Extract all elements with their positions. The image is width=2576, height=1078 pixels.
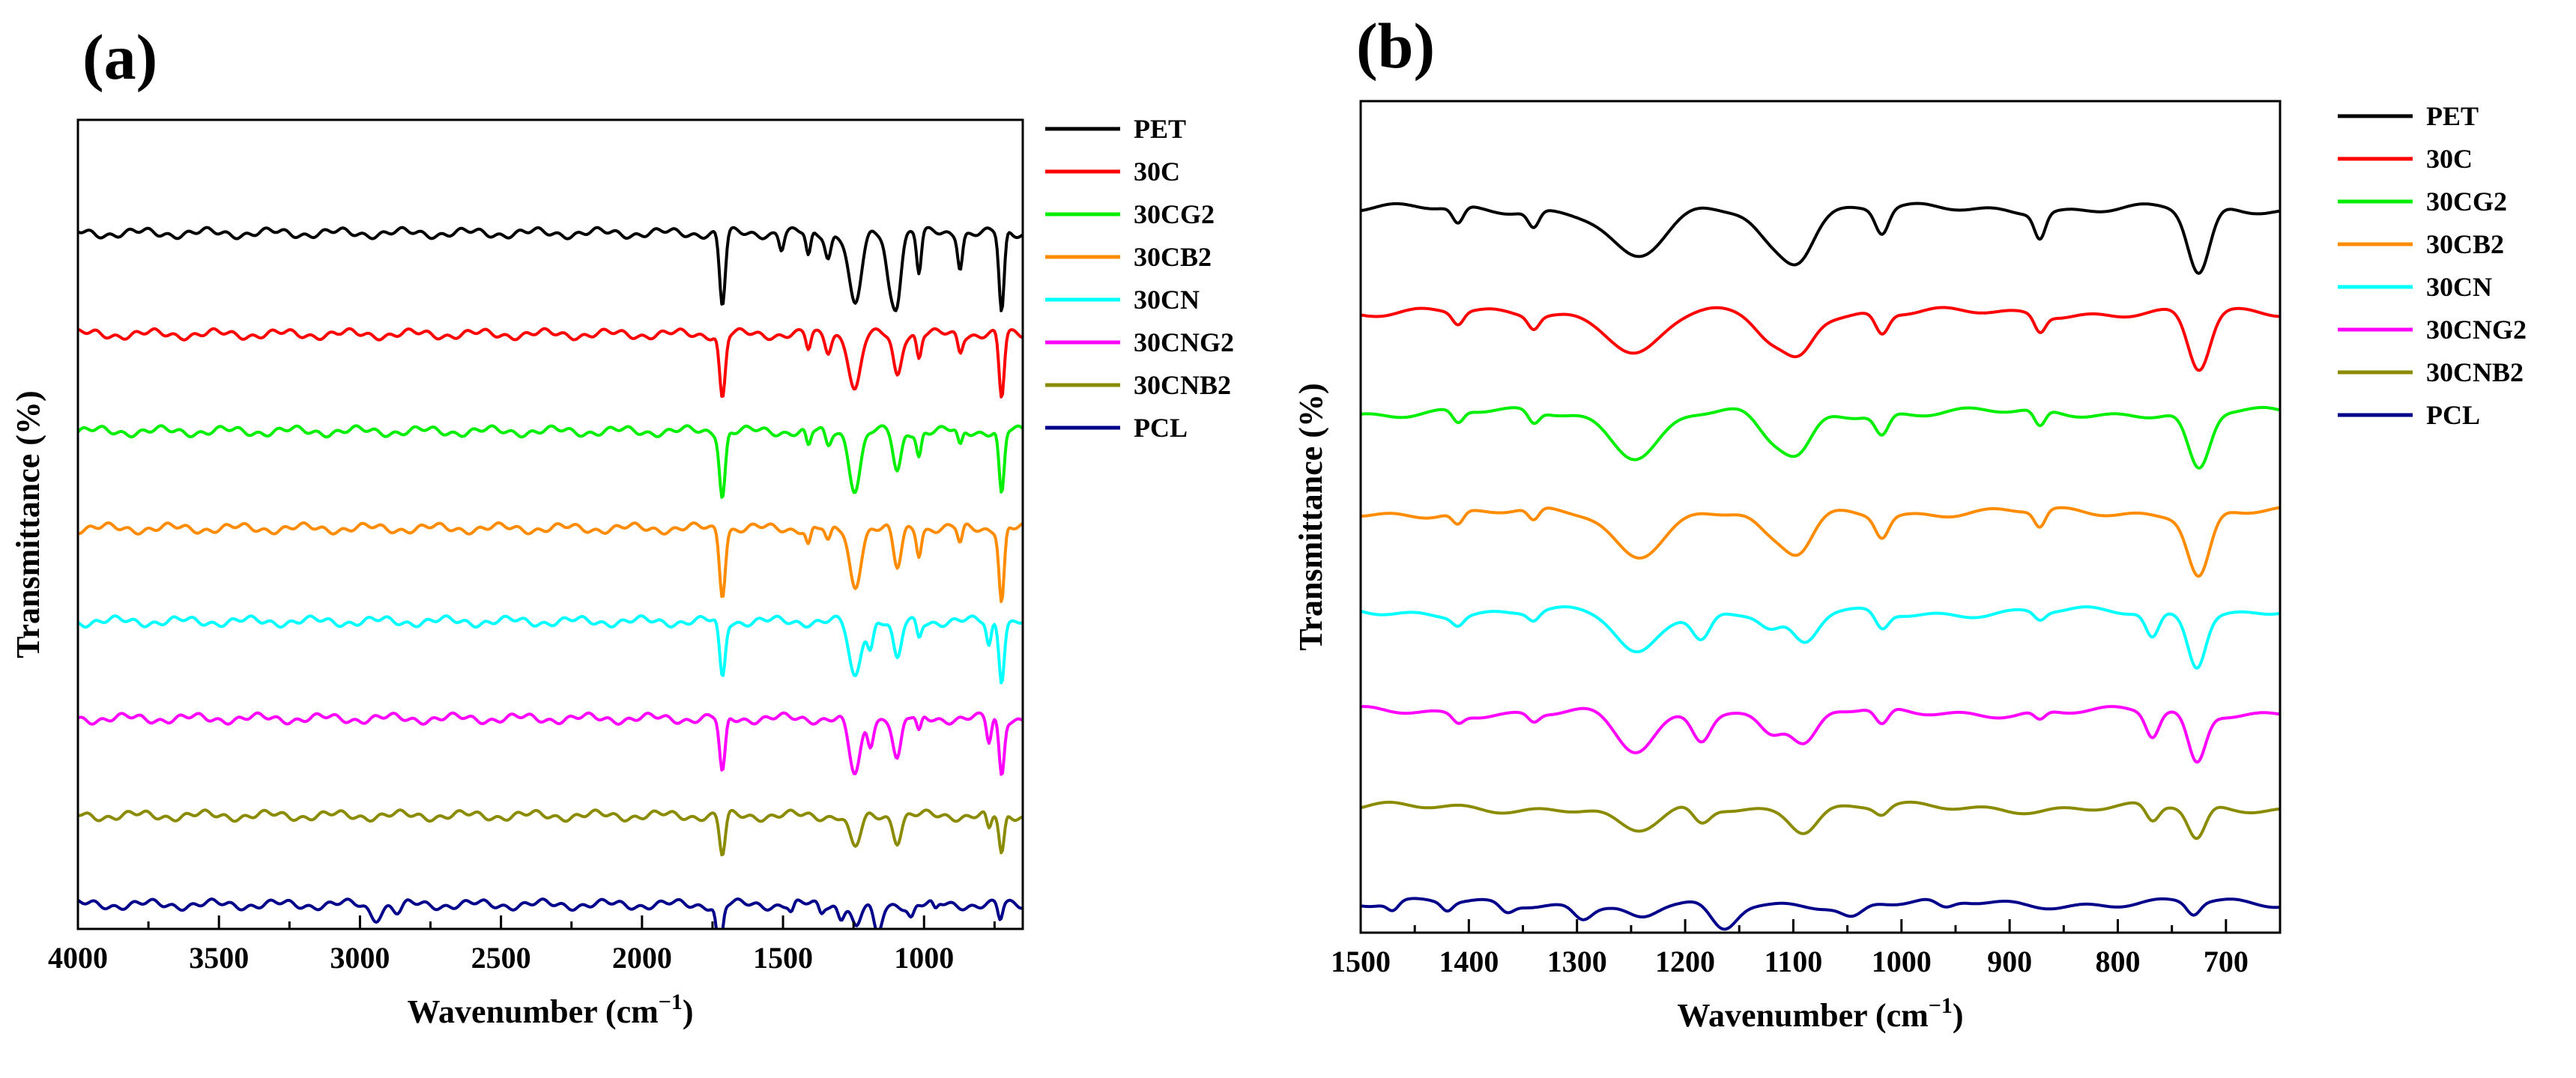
- series-line-30cn: [78, 614, 1023, 685]
- legend-label-30cn: 30CN: [2426, 272, 2492, 302]
- legend-label-30cn: 30CN: [1134, 285, 1200, 315]
- x-tick-label: 1400: [1439, 945, 1499, 978]
- legend-label-30cng2: 30CNG2: [2426, 315, 2527, 345]
- x-tick-label: 4000: [48, 941, 108, 975]
- panel-label: (a): [82, 21, 157, 93]
- x-tick-label: 1300: [1547, 945, 1607, 978]
- x-tick-label: 3500: [189, 941, 249, 975]
- legend-label-30cg2: 30CG2: [1134, 199, 1215, 229]
- chart-panel-b: (b) 1500 1400 1300 1200 1100 1000 900 800 700 Wave…: [1292, 10, 2527, 1034]
- series-line-30cng2: [78, 711, 1023, 776]
- legend-label-30cng2: 30CNG2: [1134, 327, 1234, 357]
- x-tick-label: 1000: [1872, 945, 1932, 978]
- x-tick-label: 700: [2204, 945, 2249, 978]
- x-tick-label: 1000: [894, 941, 954, 975]
- series-line-30cb2: [78, 521, 1023, 604]
- legend-label-pet: PET: [1134, 114, 1186, 144]
- x-tick-label: 2000: [612, 941, 672, 975]
- legend-label-pcl: PCL: [1134, 413, 1188, 443]
- x-tick-label: 1500: [753, 941, 813, 975]
- series-line-pcl: [78, 897, 1023, 929]
- series-line-30cg2: [78, 424, 1023, 499]
- series-line-30cb2: [1361, 506, 2280, 578]
- legend-label-pet: PET: [2426, 101, 2479, 131]
- legend-label-30cnb2: 30CNB2: [2426, 357, 2524, 387]
- series-line-pcl: [1361, 897, 2280, 931]
- series-line-30cng2: [1361, 705, 2280, 764]
- x-axis-title: Wavenumber (cm−1): [407, 990, 693, 1030]
- y-axis-title: Transmittance (%): [10, 390, 46, 658]
- plot-frame: [1359, 100, 2282, 934]
- x-tick-label: 800: [2095, 945, 2140, 978]
- x-tick-label: 900: [1987, 945, 2032, 978]
- legend-label-30cnb2: 30CNB2: [1134, 370, 1231, 400]
- x-tick-label: 3000: [330, 941, 390, 975]
- legend-label-30c: 30C: [1134, 157, 1180, 187]
- y-axis-title: Transmittance (%): [1292, 383, 1329, 650]
- legend-label-30cb2: 30CB2: [2426, 229, 2504, 259]
- x-tick-label: 1100: [1765, 945, 1823, 978]
- x-tick-label: 1200: [1655, 945, 1715, 978]
- series-line-30c: [78, 327, 1023, 399]
- x-tick-label: 2500: [471, 941, 531, 975]
- x-tick-label: 1500: [1331, 945, 1391, 978]
- series-line-30cnb2: [78, 808, 1023, 857]
- series-line-pet: [1361, 202, 2280, 275]
- legend-label-30c: 30C: [2426, 144, 2473, 174]
- series-line-30cnb2: [1361, 800, 2280, 841]
- series-line-30cn: [1361, 605, 2280, 670]
- legend-label-30cb2: 30CB2: [1134, 242, 1212, 272]
- legend-label-pcl: PCL: [2426, 400, 2480, 430]
- panel-label: (b): [1356, 10, 1435, 82]
- series-line-30c: [1361, 306, 2280, 372]
- plot-frame: [76, 118, 1024, 930]
- legend: PET 30C 30CG2 30CB2 30CN 30CNG2 30CNB2 PCL: [2338, 101, 2527, 430]
- chart-panel-a: (a) 4000 3500 3000 2500 2000 1500 1000 Wavenumbe…: [10, 21, 1234, 1030]
- legend-label-30cg2: 30CG2: [2426, 187, 2507, 216]
- legend: PET 30C 30CG2 30CB2 30CN 30CNG2 30CNB2 PCL: [1045, 114, 1234, 443]
- series-line-pet: [78, 225, 1023, 312]
- x-axis-title: Wavenumber (cm−1): [1677, 993, 1963, 1034]
- series-line-30cg2: [1361, 405, 2280, 470]
